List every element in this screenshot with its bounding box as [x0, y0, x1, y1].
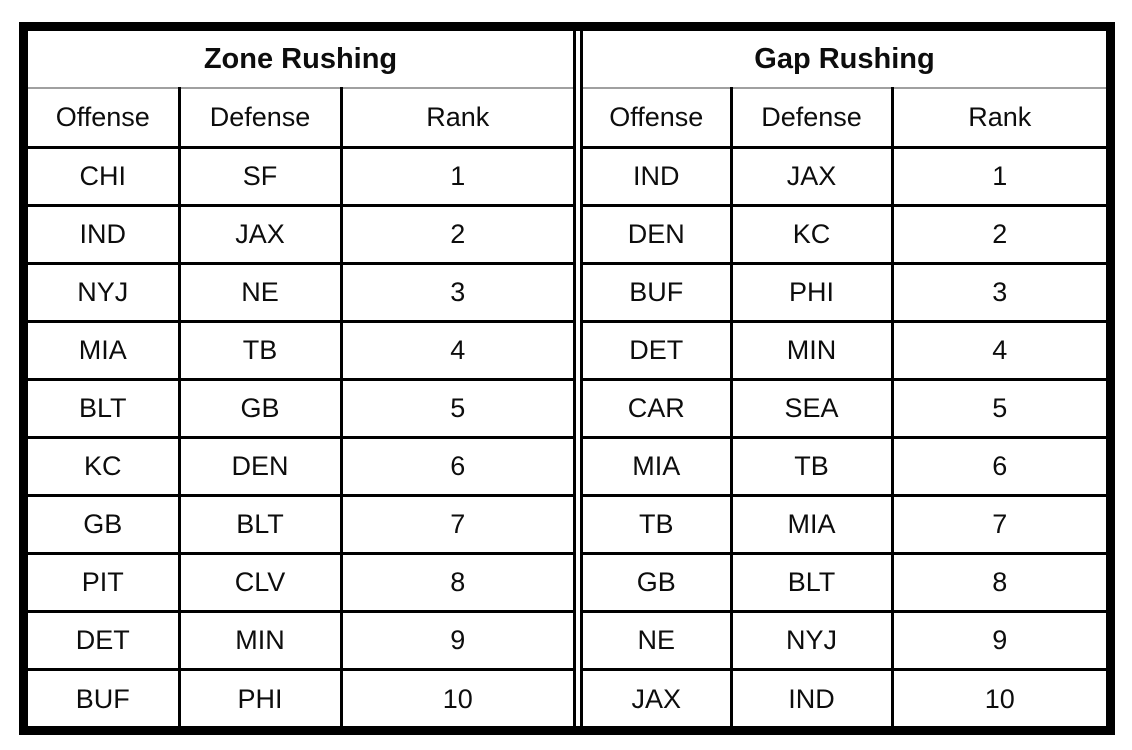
offense-cell: MIA: [581, 436, 733, 497]
table-row: PIT CLV 8: [26, 552, 575, 613]
rank-cell: 10: [890, 668, 1108, 729]
offense-cell: CHI: [26, 146, 181, 207]
defense-cell: MIN: [177, 610, 343, 671]
offense-cell: CAR: [581, 378, 733, 439]
table-row: GB BLT 8: [581, 552, 1108, 613]
defense-cell: TB: [177, 320, 343, 381]
rank-cell: 9: [339, 610, 575, 671]
rank-cell: 8: [339, 552, 575, 613]
table-row: MIA TB 6: [581, 436, 1108, 497]
table-row: DET MIN 4: [581, 320, 1108, 381]
rank-cell: 3: [890, 262, 1108, 323]
defense-cell: SF: [177, 146, 343, 207]
zone-rushing-table: Zone Rushing Offense Defense Rank CHI SF…: [26, 29, 575, 729]
defense-cell: MIN: [729, 320, 894, 381]
table-row: KC DEN 6: [26, 436, 575, 497]
rank-cell: 4: [890, 320, 1108, 381]
rank-cell: 5: [339, 378, 575, 439]
table-row: JAX IND 10: [581, 668, 1108, 729]
offense-cell: JAX: [581, 668, 733, 729]
defense-cell: NE: [177, 262, 343, 323]
offense-cell: PIT: [26, 552, 181, 613]
column-header-row: Offense Defense Rank: [581, 88, 1108, 149]
rank-cell: 4: [339, 320, 575, 381]
offense-cell: IND: [581, 146, 733, 207]
rank-cell: 2: [339, 204, 575, 265]
rank-cell: 5: [890, 378, 1108, 439]
rank-cell: 6: [890, 436, 1108, 497]
defense-cell: PHI: [177, 668, 343, 729]
table-row: IND JAX 1: [581, 146, 1108, 207]
table-row: GB BLT 7: [26, 494, 575, 555]
defense-cell: SEA: [729, 378, 894, 439]
table-row: CAR SEA 5: [581, 378, 1108, 439]
table-row: NE NYJ 9: [581, 610, 1108, 671]
defense-cell: IND: [729, 668, 894, 729]
rank-cell: 1: [890, 146, 1108, 207]
table-row: DEN KC 2: [581, 204, 1108, 265]
rank-cell: 1: [339, 146, 575, 207]
table-row: BLT GB 5: [26, 378, 575, 439]
offense-cell: GB: [26, 494, 181, 555]
defense-cell: KC: [729, 204, 894, 265]
zone-rushing-panel: Zone Rushing Offense Defense Rank CHI SF…: [26, 29, 576, 729]
rank-cell: 10: [339, 668, 575, 729]
defense-cell: JAX: [177, 204, 343, 265]
offense-cell: MIA: [26, 320, 181, 381]
rank-cell: 2: [890, 204, 1108, 265]
offense-cell: TB: [581, 494, 733, 555]
rank-cell: 8: [890, 552, 1108, 613]
offense-cell: DET: [26, 610, 181, 671]
defense-cell: GB: [177, 378, 343, 439]
offense-cell: DET: [581, 320, 733, 381]
table-title: Zone Rushing: [26, 29, 575, 89]
table-row: BUF PHI 10: [26, 668, 575, 729]
table-row: NYJ NE 3: [26, 262, 575, 323]
offense-cell: BUF: [26, 668, 181, 729]
offense-cell: NYJ: [26, 262, 181, 323]
column-header-offense: Offense: [26, 88, 181, 149]
offense-cell: NE: [581, 610, 733, 671]
column-header-rank: Rank: [339, 88, 575, 149]
defense-cell: DEN: [177, 436, 343, 497]
table-title-row: Gap Rushing: [581, 29, 1108, 89]
column-header-offense: Offense: [581, 88, 733, 149]
table-row: CHI SF 1: [26, 146, 575, 207]
gap-rushing-table: Gap Rushing Offense Defense Rank IND JAX…: [581, 29, 1108, 729]
rank-cell: 3: [339, 262, 575, 323]
column-header-defense: Defense: [177, 88, 343, 149]
offense-cell: KC: [26, 436, 181, 497]
offense-cell: GB: [581, 552, 733, 613]
defense-cell: BLT: [729, 552, 894, 613]
offense-cell: IND: [26, 204, 181, 265]
table-title: Gap Rushing: [581, 29, 1108, 89]
table-row: BUF PHI 3: [581, 262, 1108, 323]
column-header-row: Offense Defense Rank: [26, 88, 575, 149]
offense-cell: BUF: [581, 262, 733, 323]
defense-cell: CLV: [177, 552, 343, 613]
rank-cell: 7: [339, 494, 575, 555]
defense-cell: MIA: [729, 494, 894, 555]
column-header-defense: Defense: [729, 88, 894, 149]
offense-cell: BLT: [26, 378, 181, 439]
column-header-rank: Rank: [890, 88, 1108, 149]
table-row: DET MIN 9: [26, 610, 575, 671]
rank-cell: 7: [890, 494, 1108, 555]
offense-cell: DEN: [581, 204, 733, 265]
table-row: TB MIA 7: [581, 494, 1108, 555]
defense-cell: BLT: [177, 494, 343, 555]
rank-cell: 6: [339, 436, 575, 497]
defense-cell: TB: [729, 436, 894, 497]
table-row: IND JAX 2: [26, 204, 575, 265]
table-frame: Zone Rushing Offense Defense Rank CHI SF…: [19, 22, 1115, 735]
table-row: MIA TB 4: [26, 320, 575, 381]
gap-rushing-panel: Gap Rushing Offense Defense Rank IND JAX…: [580, 29, 1108, 729]
table-title-row: Zone Rushing: [26, 29, 575, 89]
defense-cell: PHI: [729, 262, 894, 323]
defense-cell: JAX: [729, 146, 894, 207]
rank-cell: 9: [890, 610, 1108, 671]
defense-cell: NYJ: [729, 610, 894, 671]
